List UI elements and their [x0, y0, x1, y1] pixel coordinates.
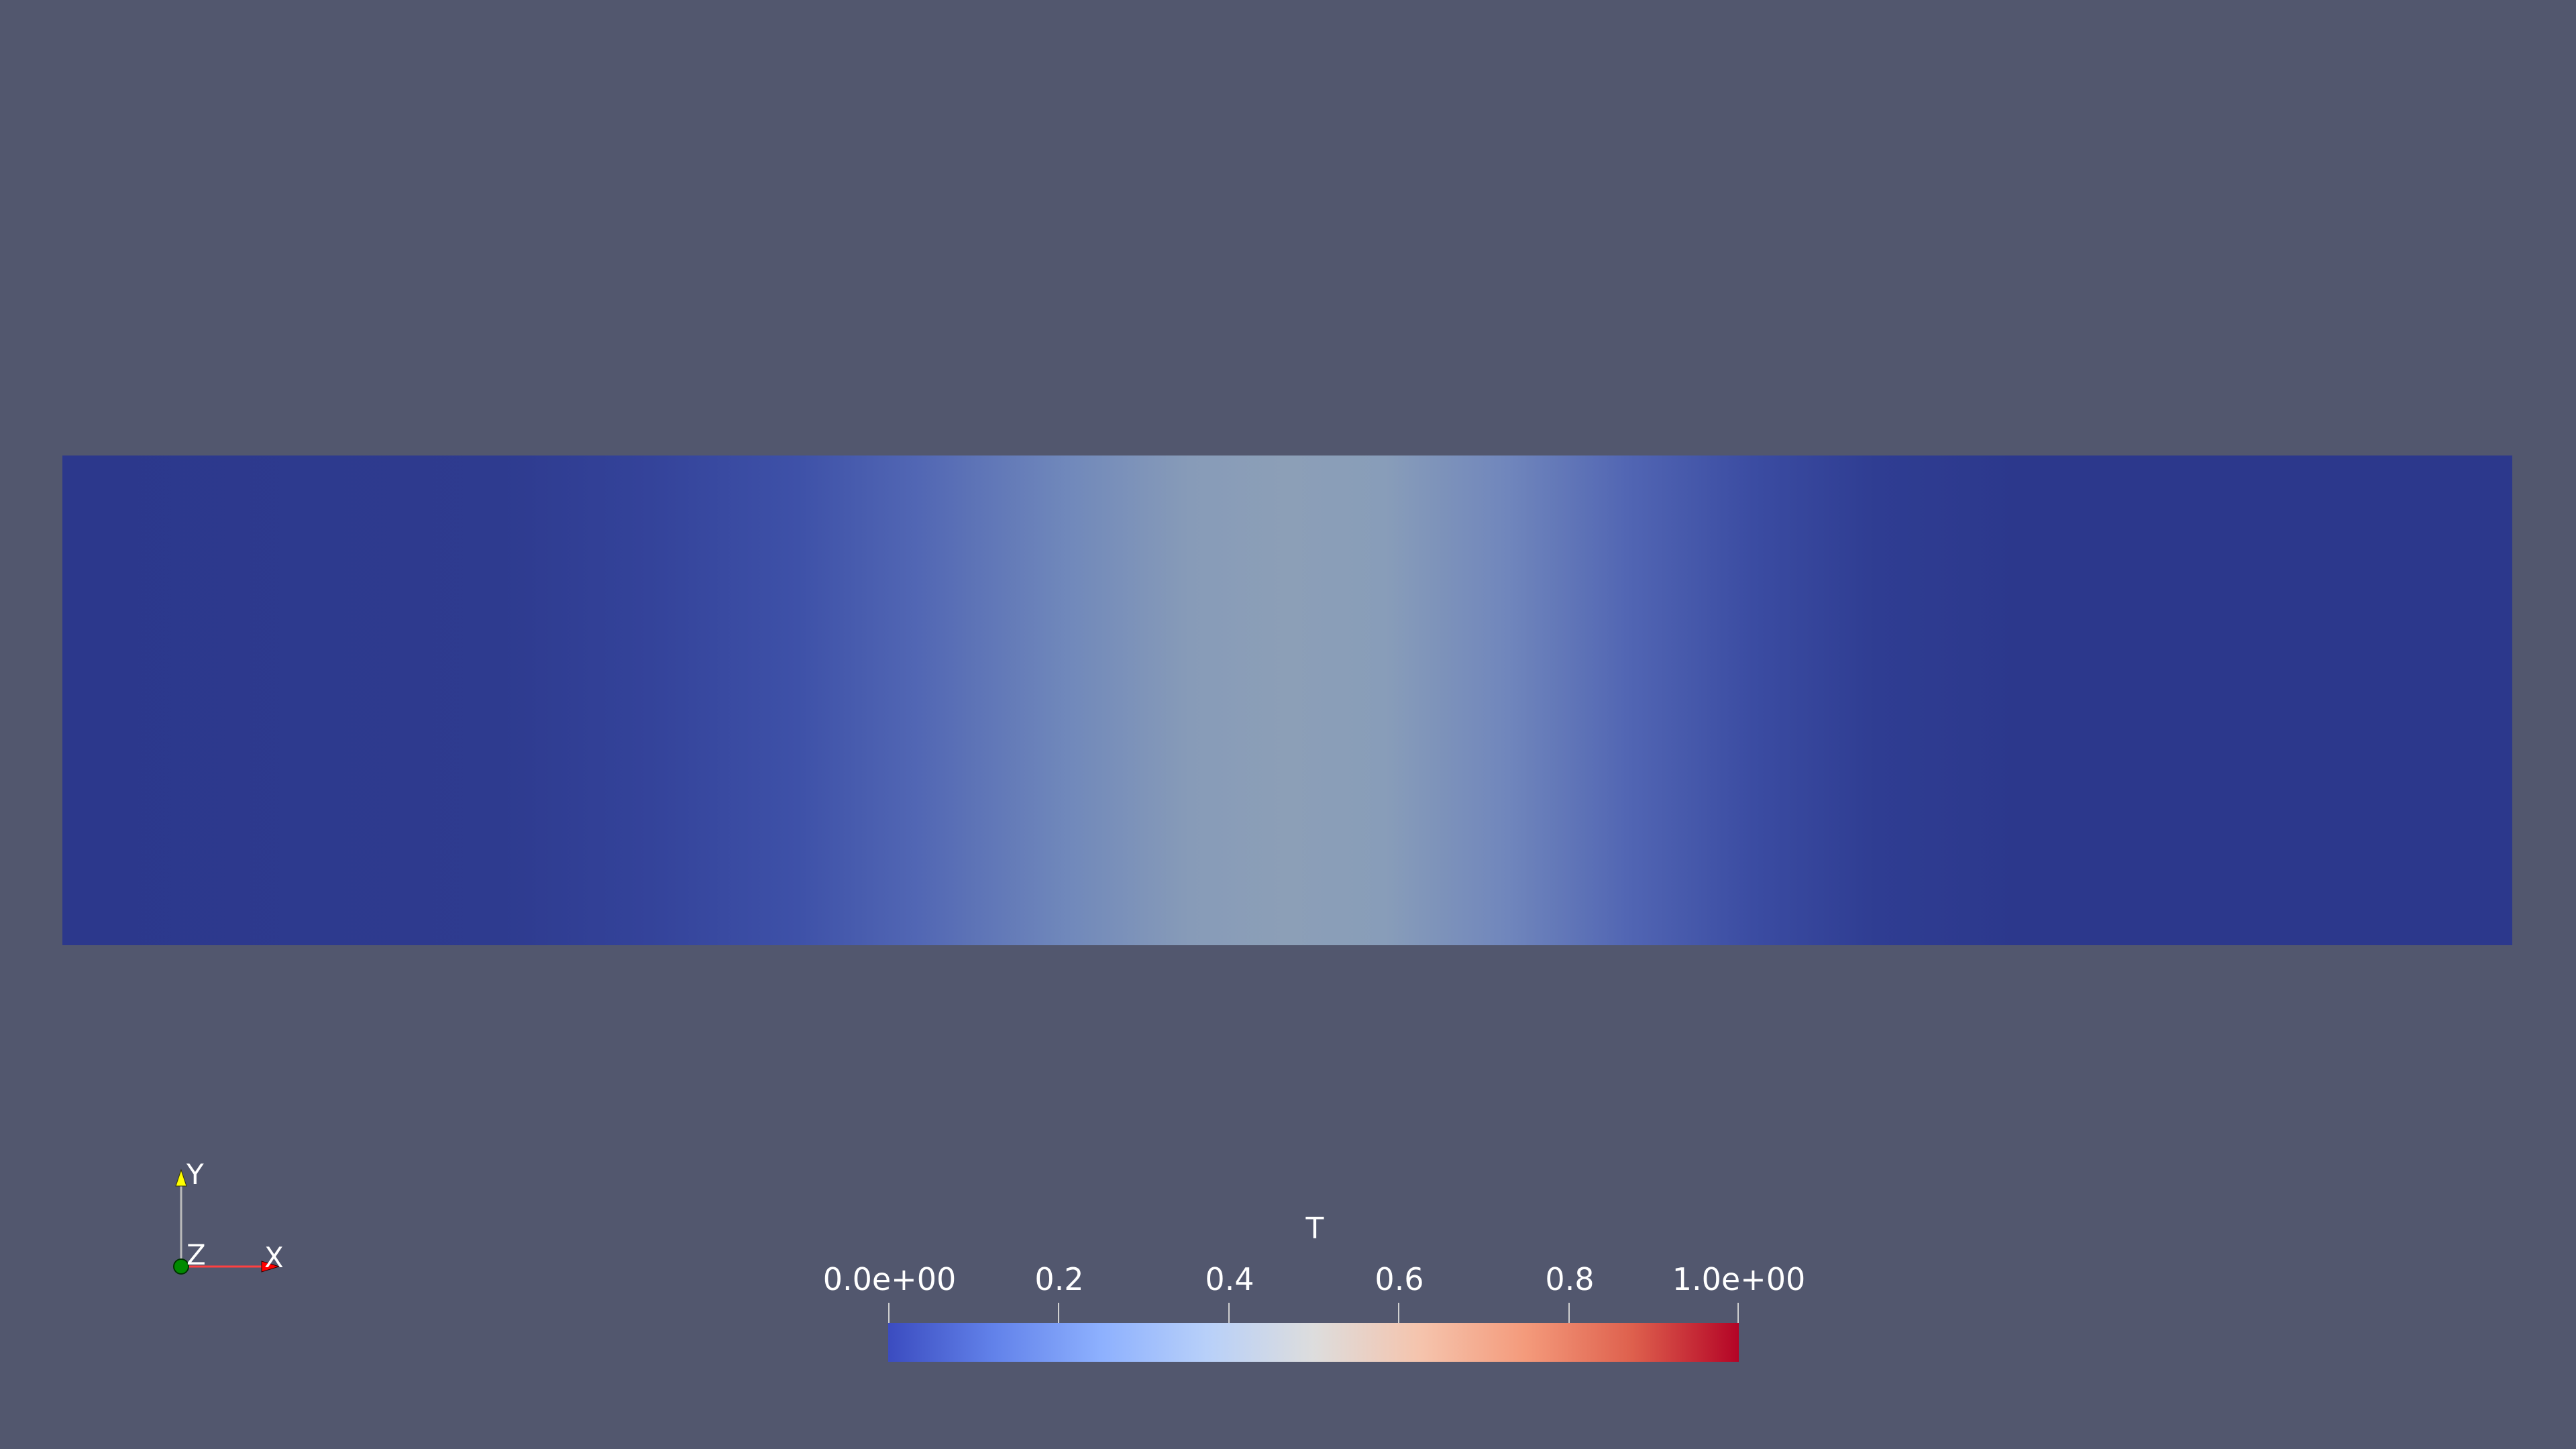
- orientation-axes-widget: Y Z X: [154, 1154, 302, 1275]
- colorbar-tick: [1568, 1303, 1570, 1323]
- temperature-field-slab: [62, 455, 2512, 945]
- colorbar-tick-label: 1.0e+00: [1672, 1261, 1806, 1297]
- y-axis-label: Y: [186, 1158, 204, 1191]
- colorbar-tick: [1737, 1303, 1739, 1323]
- colorbar-tick: [1228, 1303, 1230, 1323]
- scalar-colorbar: T 0.0e+00 0.2 0.4 0.6 0.8 1.0e+00: [805, 1214, 1825, 1368]
- colorbar-tick: [1058, 1303, 1059, 1323]
- axes-triad-icon: [173, 1169, 280, 1275]
- colorbar-tick-label: 0.4: [1205, 1261, 1254, 1297]
- colorbar-title: T: [1305, 1212, 1324, 1246]
- x-axis-label: X: [264, 1241, 284, 1274]
- colorbar-gradient: [888, 1323, 1739, 1362]
- x-axis-arrow-icon: [261, 1260, 280, 1273]
- colorbar-tick-label: 0.8: [1545, 1261, 1595, 1297]
- colorbar-tick-label: 0.2: [1034, 1261, 1084, 1297]
- colorbar-tick: [888, 1303, 890, 1323]
- z-axis-dot-icon: [173, 1258, 189, 1275]
- colorbar-tick-label: 0.0e+00: [822, 1261, 957, 1297]
- colorbar-tick: [1398, 1303, 1399, 1323]
- colorbar-tick-label: 0.6: [1375, 1261, 1424, 1297]
- y-axis-arrow-icon: [175, 1169, 187, 1187]
- z-axis-label: Z: [186, 1238, 206, 1271]
